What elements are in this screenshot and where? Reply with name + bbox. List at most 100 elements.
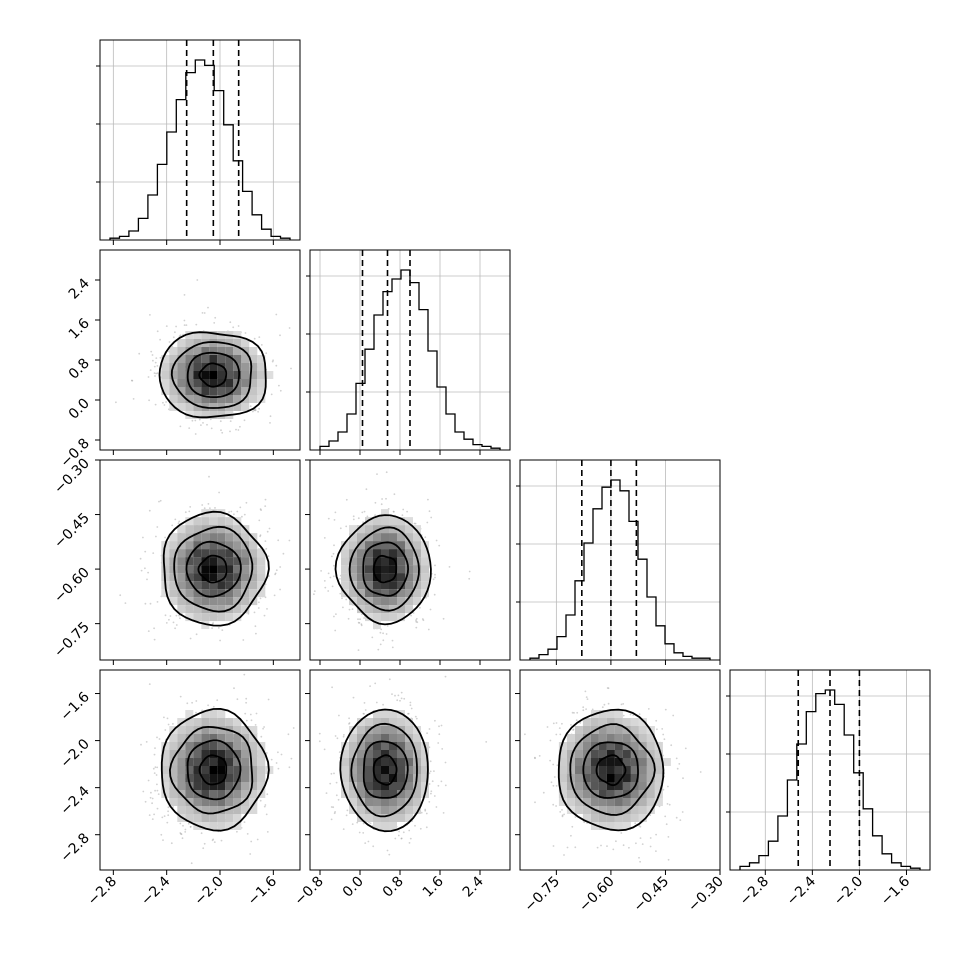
density-cell	[357, 742, 365, 750]
density-cell	[590, 766, 599, 774]
scatter-point	[154, 766, 157, 769]
scatter-point	[236, 830, 238, 833]
density-cell	[241, 750, 250, 758]
density-cell	[169, 758, 178, 766]
density-cell	[365, 814, 373, 822]
scatter-point	[185, 324, 188, 326]
density-cell	[590, 718, 599, 726]
scatter-point	[425, 596, 427, 599]
scatter-point	[172, 621, 175, 624]
scatter-point	[269, 422, 271, 424]
density-cell	[606, 766, 615, 774]
density-cell	[257, 589, 266, 598]
density-cell	[397, 718, 405, 726]
scatter-point	[163, 716, 165, 719]
scatter-point	[649, 845, 652, 848]
density-cell	[397, 605, 405, 614]
density-cell	[606, 734, 615, 742]
scatter-point	[335, 794, 338, 797]
scatter-point	[266, 608, 268, 610]
scatter-point	[438, 544, 441, 547]
density-cell	[193, 395, 202, 403]
scatter-point	[364, 842, 367, 844]
scatter-point	[381, 498, 383, 500]
density-cell	[405, 782, 413, 790]
scatter-point	[335, 613, 337, 615]
scatter-point	[189, 826, 192, 828]
density-cell	[574, 806, 583, 814]
density-cell	[606, 718, 615, 726]
density-cell	[349, 774, 357, 782]
density-cell	[413, 541, 421, 550]
scatter-point	[352, 696, 355, 699]
density-cell	[185, 395, 194, 403]
scatter-point	[154, 375, 156, 377]
density-cell	[397, 525, 405, 534]
scatter-point	[183, 324, 186, 326]
scatter-point	[555, 785, 558, 787]
scatter-point	[115, 401, 117, 404]
contour-3	[348, 526, 420, 612]
contour-3	[173, 525, 254, 613]
density-cell	[405, 525, 413, 534]
density-cell	[217, 782, 226, 790]
scatter-point	[416, 621, 419, 624]
density-cell	[201, 581, 210, 590]
panel-frame	[309, 459, 511, 661]
scatter-point	[374, 682, 377, 685]
density-cell	[249, 758, 258, 766]
density-cell	[233, 581, 242, 590]
scatter-point	[582, 709, 585, 712]
density-cell	[201, 734, 210, 742]
scatter-point	[301, 393, 303, 395]
scatter-point	[444, 761, 447, 764]
density-cell	[169, 597, 178, 606]
scatter-point	[361, 613, 363, 615]
density-cell	[397, 549, 405, 558]
density-cell	[349, 798, 357, 806]
contour-1	[372, 754, 398, 786]
scatter-point	[550, 781, 553, 784]
scatter-point	[391, 693, 393, 695]
scatter-point	[664, 815, 667, 818]
density-cell	[365, 541, 373, 550]
scatter-point	[214, 507, 216, 509]
scatter-point	[638, 856, 640, 859]
density-cell	[177, 395, 186, 403]
density-cell	[225, 782, 234, 790]
scatter-point	[180, 833, 183, 836]
density-cell	[249, 347, 258, 355]
density-cell	[365, 613, 373, 622]
density-cell	[357, 533, 365, 542]
density-cell	[193, 565, 202, 574]
density-cell	[201, 355, 210, 363]
density-cell	[233, 774, 242, 782]
density-cell	[233, 782, 242, 790]
density-cell	[217, 726, 226, 734]
scatter-point	[175, 624, 178, 626]
density-cell	[217, 806, 226, 814]
density-cell	[349, 782, 357, 790]
density-cell	[373, 806, 381, 814]
density-cell	[193, 573, 202, 582]
density-cell	[590, 758, 599, 766]
density-cell	[397, 774, 405, 782]
scatter-point	[245, 501, 248, 504]
scatter-point	[379, 631, 382, 634]
density-cell	[209, 355, 218, 363]
density-cell	[169, 742, 178, 750]
density-cell	[209, 774, 218, 782]
density-cell	[217, 798, 226, 806]
scatter-point	[359, 618, 361, 621]
scatter-point	[655, 833, 657, 836]
scatter-point	[275, 364, 278, 367]
density-cell	[405, 766, 413, 774]
density-cell	[177, 339, 186, 347]
scatter-point	[320, 570, 322, 572]
scatter-point	[164, 614, 167, 617]
scatter-point	[214, 316, 217, 319]
density-cell	[185, 814, 194, 822]
contour-2	[362, 541, 410, 597]
scatter-point	[348, 723, 350, 725]
density-cell	[241, 363, 250, 371]
